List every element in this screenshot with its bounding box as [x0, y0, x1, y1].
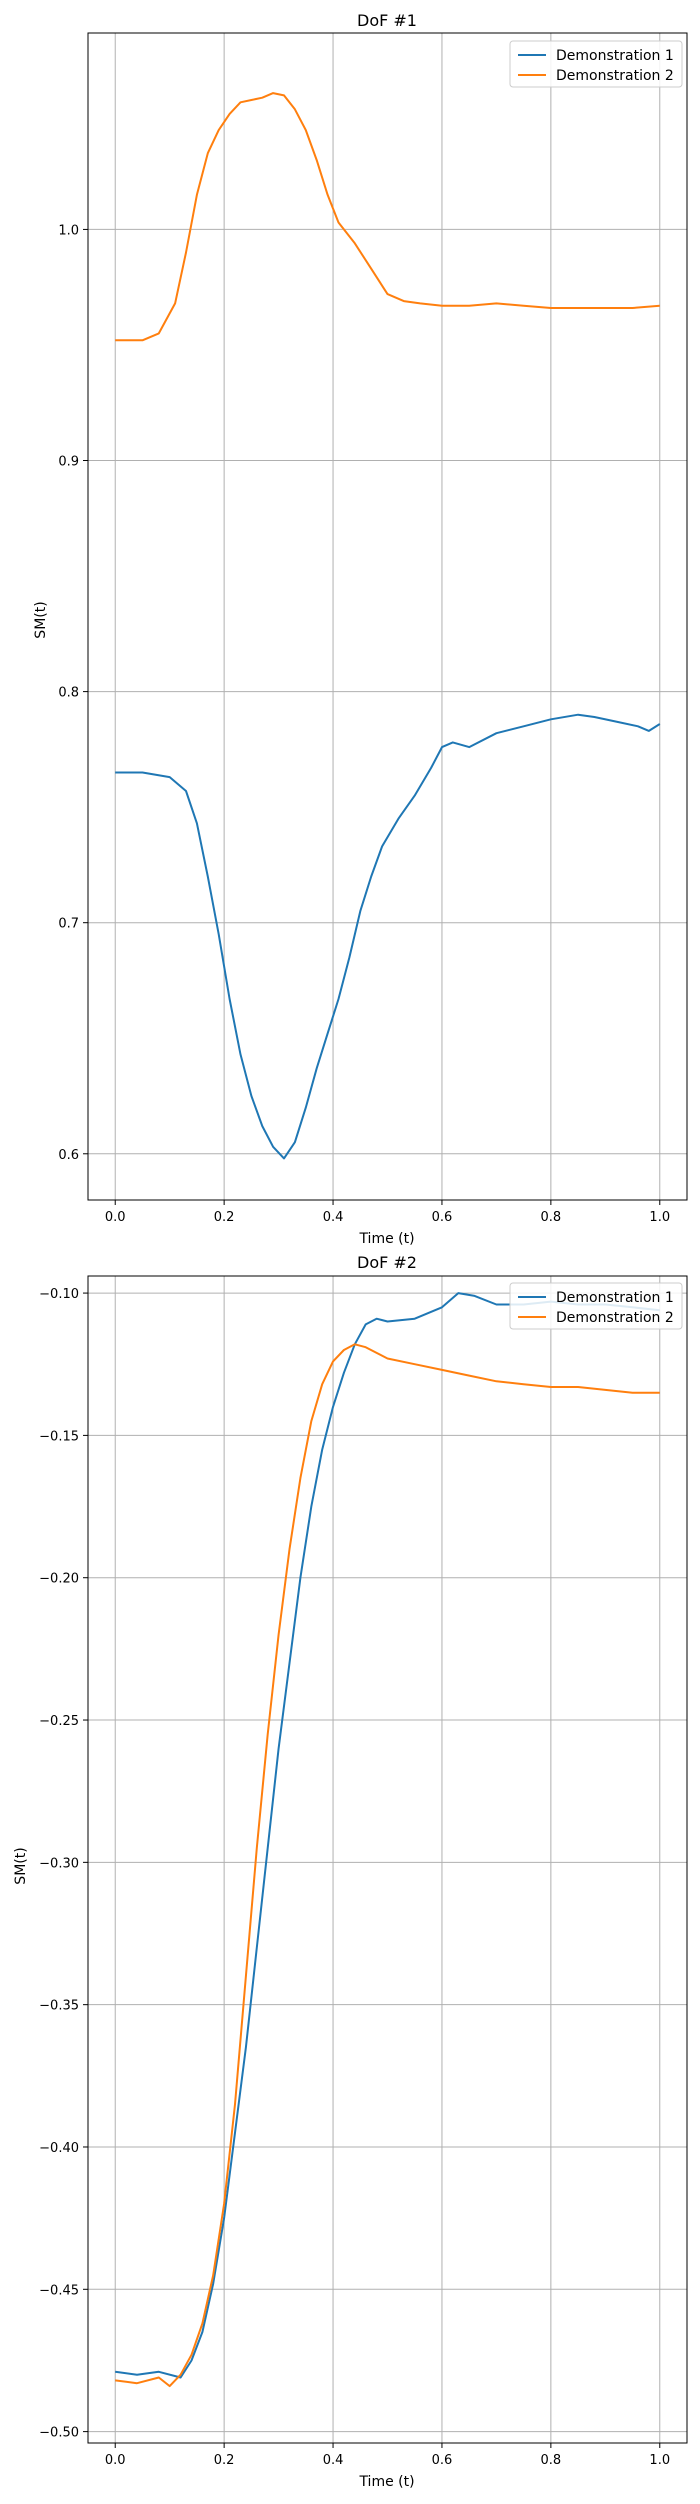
x-tick-label: 1.0	[649, 2453, 670, 2468]
plot-area-frame	[87, 32, 688, 1201]
legend: Demonstration 1 Demonstration 2	[509, 40, 683, 88]
series-line-demonstration-2	[115, 1343, 660, 2388]
y-tick-label: 0.6	[58, 1148, 79, 1163]
grid	[88, 33, 687, 1200]
x-axis-label: Time (t)	[358, 1231, 414, 1247]
y-tick-label: −0.15	[39, 1429, 79, 1444]
y-tick-label: 1.0	[58, 223, 79, 238]
legend-box	[509, 1282, 683, 1330]
y-tick-label: −0.25	[39, 1714, 79, 1729]
x-tick-label: 0.4	[323, 2453, 344, 2468]
series-line-demonstration-1	[115, 713, 661, 1160]
y-tick-label: −0.35	[39, 1999, 79, 2014]
y-tick-label: −0.40	[39, 2141, 79, 2156]
chart-title: DoF #2	[357, 1253, 417, 1272]
chart-dof-2: DoF #2 0.0 0.2 0.4 0.6 0.8 1.0 −0.50 −0.45 −0.40…	[13, 1253, 688, 2490]
legend-label-demonstration-2: Demonstration 2	[556, 1310, 674, 1326]
y-axis-label: SM(t)	[33, 601, 49, 638]
chart-dof-1: DoF #1 0.0 0.2 0.4 0.6 0.8 1.0 0.6 0.7 0.8 0.9 1.0…	[33, 11, 688, 1247]
legend-label-demonstration-2: Demonstration 2	[556, 68, 674, 84]
plot-lines	[115, 92, 661, 1160]
y-tick-label: 0.9	[58, 455, 79, 470]
x-tick-label: 0.2	[214, 1210, 235, 1225]
x-tick-label: 0.8	[541, 2453, 562, 2468]
x-tick-label: 0.0	[105, 2453, 126, 2468]
x-tick-label: 0.4	[323, 1210, 344, 1225]
series-line-demonstration-1	[115, 1292, 660, 2379]
y-tick-label: 0.8	[58, 686, 79, 701]
legend-box	[509, 40, 683, 88]
y-tick-label: −0.10	[39, 1287, 79, 1302]
axis-ticks: 0.0 0.2 0.4 0.6 0.8 1.0 −0.50 −0.45 −0.40 −0.35 −0…	[39, 1287, 670, 2468]
x-tick-label: 0.6	[432, 1210, 453, 1225]
legend: Demonstration 1 Demonstration 2	[509, 1282, 683, 1330]
axis-ticks: 0.0 0.2 0.4 0.6 0.8 1.0 0.6 0.7 0.8 0.9 1.0	[58, 223, 670, 1225]
legend-label-demonstration-1: Demonstration 1	[556, 1290, 674, 1306]
y-tick-label: −0.45	[39, 2283, 79, 2298]
y-tick-label: 0.7	[58, 917, 79, 932]
plot-area-frame	[87, 1275, 688, 2444]
x-tick-label: 1.0	[649, 1210, 670, 1225]
series-line-demonstration-2	[115, 92, 660, 342]
chart-title: DoF #1	[357, 11, 417, 30]
y-axis-label: SM(t)	[13, 1847, 29, 1884]
x-tick-label: 0.0	[105, 1210, 126, 1225]
y-tick-label: −0.20	[39, 1572, 79, 1587]
x-tick-label: 0.6	[432, 2453, 453, 2468]
legend-label-demonstration-1: Demonstration 1	[556, 48, 674, 64]
x-axis-label: Time (t)	[358, 2474, 414, 2490]
x-tick-label: 0.8	[541, 1210, 562, 1225]
y-tick-label: −0.30	[39, 1856, 79, 1871]
y-tick-label: −0.50	[39, 2426, 79, 2441]
x-tick-label: 0.2	[214, 2453, 235, 2468]
grid	[88, 1276, 687, 2443]
plot-lines	[115, 1292, 660, 2388]
